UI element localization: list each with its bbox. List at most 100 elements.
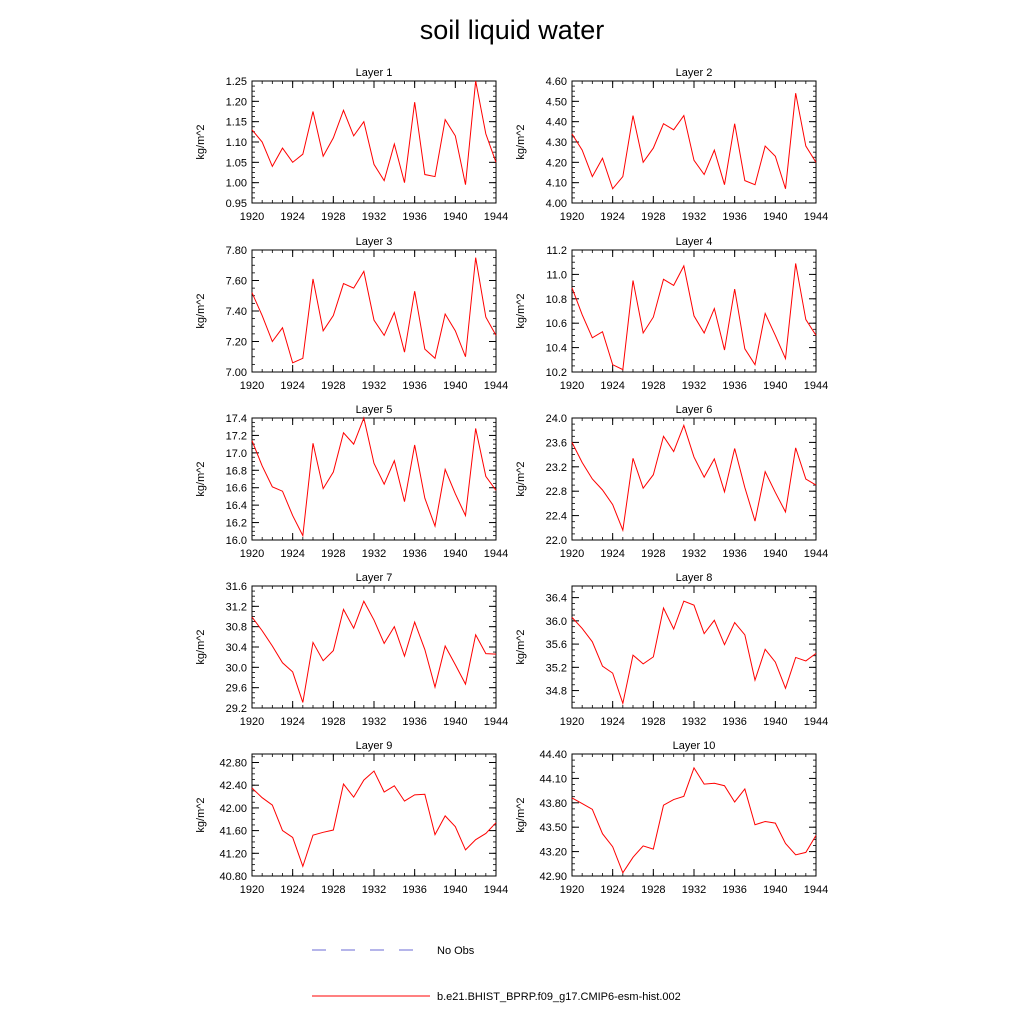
x-tick-label: 1928 <box>321 548 345 560</box>
x-tick-label: 1944 <box>804 884 828 896</box>
y-tick-label: 41.20 <box>219 848 247 860</box>
y-tick-label: 30.4 <box>226 642 247 654</box>
panel-layer-5: Layer 5 kg/m^2 1920 1924 1928 1932 1936 1940 194… <box>195 404 508 560</box>
y-tick-label: 43.50 <box>539 822 567 834</box>
y-axis-label: kg/m^2 <box>515 124 527 159</box>
x-tick-label: 1936 <box>402 380 426 392</box>
x-tick-label: 1944 <box>804 380 828 392</box>
plot-frame <box>251 417 497 541</box>
x-tick-label: 1944 <box>804 716 828 728</box>
legend-no-obs-label: No Obs <box>437 945 475 957</box>
x-tick-label: 1924 <box>280 211 304 223</box>
x-tick-label: 1944 <box>484 716 508 728</box>
x-tick-label: 1936 <box>722 884 746 896</box>
x-tick-label: 1940 <box>443 716 467 728</box>
y-tick-label: 17.0 <box>226 448 247 460</box>
x-tick-label: 1936 <box>722 211 746 223</box>
x-tick-label: 1932 <box>362 211 386 223</box>
x-tick-label: 1944 <box>804 548 828 560</box>
y-tick-label: 23.2 <box>546 462 567 474</box>
series-line-model <box>251 80 497 185</box>
x-tick-label: 1940 <box>763 548 787 560</box>
y-tick-label: 7.40 <box>226 306 247 318</box>
y-axis-label: kg/m^2 <box>515 293 527 328</box>
x-tick-label: 1932 <box>362 884 386 896</box>
x-tick-label: 1920 <box>560 884 584 896</box>
panel-title: Layer 3 <box>356 236 393 248</box>
x-tick-label: 1920 <box>240 380 264 392</box>
x-tick-label: 1944 <box>804 211 828 223</box>
y-tick-label: 40.80 <box>219 871 247 883</box>
y-tick-label: 4.60 <box>546 76 567 88</box>
y-tick-label: 44.10 <box>539 773 567 785</box>
y-tick-label: 1.25 <box>226 76 247 88</box>
y-tick-label: 1.10 <box>226 137 247 149</box>
panel-title: Layer 2 <box>676 67 713 79</box>
x-tick-label: 1932 <box>362 380 386 392</box>
series-line-model <box>571 766 817 874</box>
x-tick-label: 1944 <box>484 380 508 392</box>
y-tick-label: 16.4 <box>226 500 247 512</box>
series-line-model <box>251 416 497 538</box>
x-tick-label: 1932 <box>362 548 386 560</box>
x-tick-label: 1920 <box>560 716 584 728</box>
plot-frame <box>571 80 817 204</box>
y-tick-label: 0.95 <box>226 198 247 210</box>
x-tick-label: 1944 <box>484 548 508 560</box>
y-tick-label: 36.4 <box>546 593 567 605</box>
panel-layer-4: Layer 4 kg/m^2 1920 1924 1928 1932 1936 1940 194… <box>515 236 828 392</box>
x-tick-label: 1944 <box>484 211 508 223</box>
x-tick-label: 1936 <box>402 884 426 896</box>
y-tick-label: 42.90 <box>539 871 567 883</box>
x-tick-label: 1940 <box>763 211 787 223</box>
plot-frame <box>251 80 497 204</box>
x-tick-label: 1940 <box>443 380 467 392</box>
panel-layer-7: Layer 7 kg/m^2 1920 1924 1928 1932 1936 1940 194… <box>195 572 508 728</box>
x-tick-label: 1944 <box>484 884 508 896</box>
panel-layer-9: Layer 9 kg/m^2 1920 1924 1928 1932 1936 1940 194… <box>195 740 508 896</box>
plot-frame <box>251 753 497 877</box>
x-tick-label: 1928 <box>641 884 665 896</box>
y-tick-label: 30.8 <box>226 622 247 634</box>
y-tick-label: 16.8 <box>226 465 247 477</box>
y-tick-label: 29.6 <box>226 683 247 695</box>
x-tick-label: 1940 <box>763 884 787 896</box>
x-tick-label: 1940 <box>443 211 467 223</box>
y-axis-label: kg/m^2 <box>515 461 527 496</box>
x-tick-label: 1936 <box>722 548 746 560</box>
x-tick-label: 1936 <box>722 380 746 392</box>
figure-title: soil liquid water <box>420 15 605 45</box>
y-tick-label: 30.0 <box>226 662 247 674</box>
x-tick-label: 1936 <box>402 716 426 728</box>
y-tick-label: 34.8 <box>546 686 567 698</box>
x-tick-label: 1936 <box>722 716 746 728</box>
panel-title: Layer 6 <box>676 404 713 416</box>
x-tick-label: 1932 <box>682 211 706 223</box>
y-tick-label: 42.40 <box>219 780 247 792</box>
x-tick-label: 1932 <box>682 380 706 392</box>
y-axis-label: kg/m^2 <box>515 797 527 832</box>
x-tick-label: 1940 <box>763 716 787 728</box>
y-tick-label: 41.60 <box>219 826 247 838</box>
x-tick-label: 1940 <box>763 380 787 392</box>
x-tick-label: 1936 <box>402 211 426 223</box>
x-tick-label: 1924 <box>600 716 624 728</box>
plot-frame <box>571 417 817 541</box>
series-line-model <box>251 770 497 868</box>
panel-layer-8: Layer 8 kg/m^2 1920 1924 1928 1932 1936 1940 194… <box>515 572 828 728</box>
x-tick-label: 1928 <box>321 211 345 223</box>
x-tick-label: 1920 <box>560 548 584 560</box>
y-tick-label: 17.2 <box>226 430 247 442</box>
panel-layer-6: Layer 6 kg/m^2 1920 1924 1928 1932 1936 1940 194… <box>515 404 828 560</box>
y-axis-label: kg/m^2 <box>195 124 207 159</box>
x-tick-label: 1920 <box>560 380 584 392</box>
y-tick-label: 7.00 <box>226 367 247 379</box>
x-tick-label: 1932 <box>362 716 386 728</box>
x-tick-label: 1920 <box>240 211 264 223</box>
x-tick-label: 1928 <box>321 716 345 728</box>
x-tick-label: 1924 <box>600 211 624 223</box>
y-tick-label: 4.20 <box>546 157 567 169</box>
legend-model-label: b.e21.BHIST_BPRP.f09_g17.CMIP6-esm-hist.… <box>437 991 681 1003</box>
x-tick-label: 1920 <box>240 716 264 728</box>
x-tick-label: 1924 <box>280 884 304 896</box>
